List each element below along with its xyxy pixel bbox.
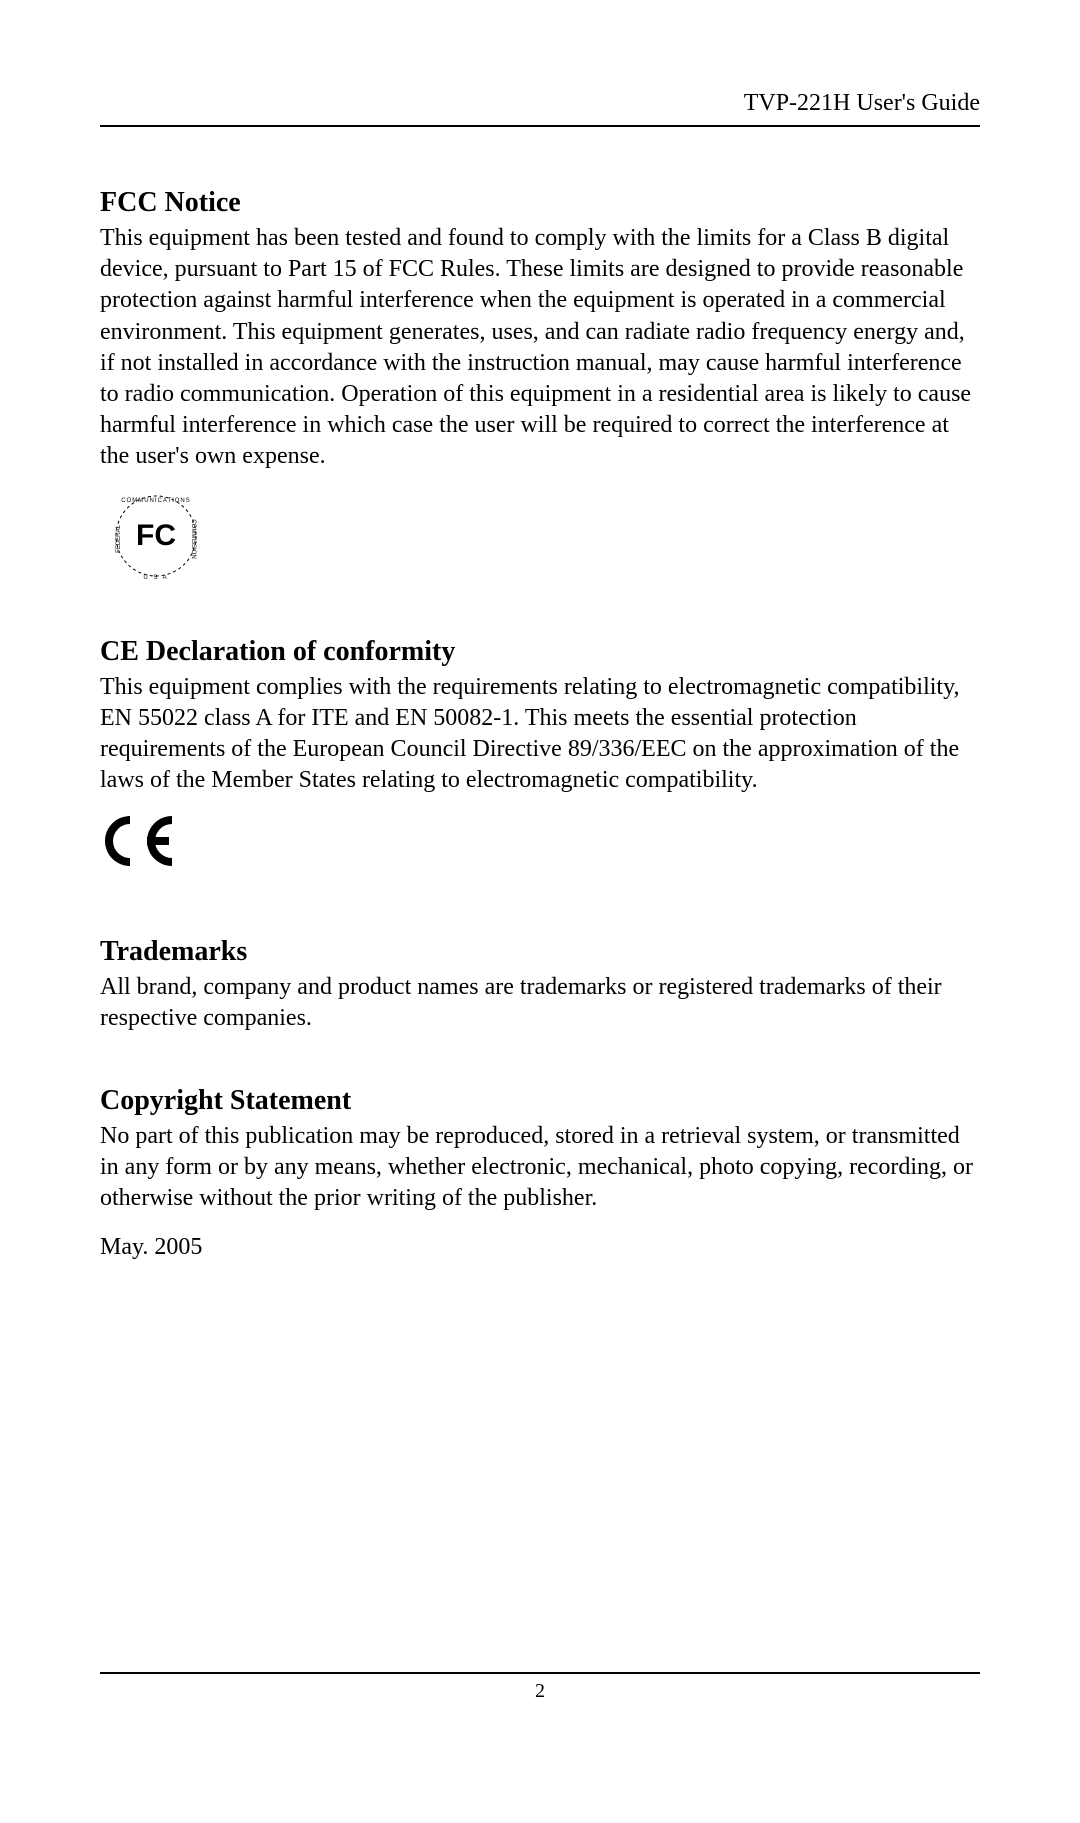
svg-text:FC: FC bbox=[136, 519, 176, 552]
page-header: TVP-221H User's Guide bbox=[100, 90, 980, 127]
publication-date: May. 2005 bbox=[100, 1234, 980, 1261]
ce-mark-icon bbox=[100, 810, 980, 886]
trademarks-heading: Trademarks bbox=[100, 936, 980, 968]
copyright-heading: Copyright Statement bbox=[100, 1085, 980, 1117]
fcc-logo-icon: FC COMMUNICATIONS U S A FEDERAL COMMISSI… bbox=[106, 491, 980, 586]
ce-heading: CE Declaration of conformity bbox=[100, 636, 980, 668]
svg-text:COMMISSION: COMMISSION bbox=[190, 519, 196, 558]
svg-text:COMMUNICATIONS: COMMUNICATIONS bbox=[121, 498, 191, 504]
document-title: TVP-221H User's Guide bbox=[744, 90, 980, 116]
copyright-body: No part of this publication may be repro… bbox=[100, 1121, 980, 1215]
ce-body: This equipment complies with the require… bbox=[100, 672, 980, 797]
svg-text:FEDERAL: FEDERAL bbox=[116, 524, 122, 552]
fcc-body: This equipment has been tested and found… bbox=[100, 223, 980, 473]
svg-text:U S A: U S A bbox=[143, 575, 168, 581]
fcc-heading: FCC Notice bbox=[100, 187, 980, 219]
page-number: 2 bbox=[535, 1680, 545, 1702]
copyright-section: Copyright Statement No part of this publ… bbox=[100, 1085, 980, 1262]
fcc-notice-section: FCC Notice This equipment has been teste… bbox=[100, 187, 980, 586]
ce-declaration-section: CE Declaration of conformity This equipm… bbox=[100, 636, 980, 887]
trademarks-section: Trademarks All brand, company and produc… bbox=[100, 936, 980, 1034]
page-footer: 2 bbox=[100, 1672, 980, 1703]
trademarks-body: All brand, company and product names are… bbox=[100, 972, 980, 1034]
